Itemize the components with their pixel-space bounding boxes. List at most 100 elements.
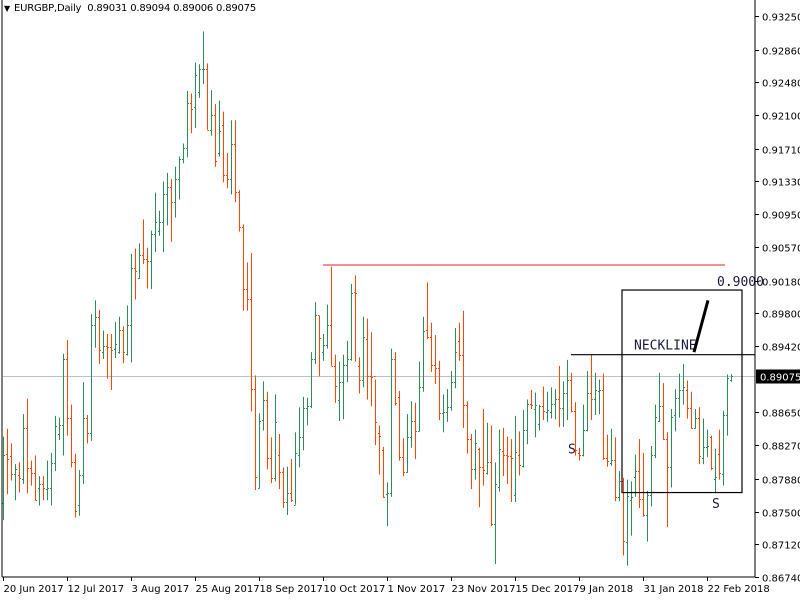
ohlc-bar [142, 219, 145, 265]
ohlc-bar [146, 247, 149, 289]
price-tick-label: 0.91330 [762, 178, 800, 189]
ohlc-bar [474, 429, 477, 480]
ohlc-bar [538, 404, 541, 431]
ohlc-bar [138, 243, 141, 279]
ohlc-bar [438, 360, 441, 421]
ohlc-bar [426, 282, 429, 340]
ohlc-bar [574, 402, 577, 456]
ohlc-bar [198, 64, 201, 98]
ohlc-bar [502, 427, 505, 477]
ohlc-bar [42, 476, 45, 501]
ohlc-bar [266, 391, 269, 470]
ohlc-bar [394, 352, 397, 406]
ohlc-bar [406, 414, 409, 473]
ohlc-bar [158, 210, 161, 236]
ohlc-bar [258, 413, 261, 489]
ohlc-bar [282, 467, 285, 509]
ohlc-bar [274, 394, 277, 482]
price-tick-label: 0.92480 [762, 79, 800, 90]
date-tick-label: 3 Aug 2017 [132, 584, 190, 595]
arrow-line [692, 299, 710, 353]
ohlc-bar [242, 224, 245, 311]
ohlc-bar [226, 153, 229, 189]
ohlc-bar [546, 391, 549, 422]
price-tick-label: 0.89420 [762, 343, 800, 354]
ohlc-bar [430, 322, 433, 372]
ohlc-bar [650, 446, 653, 507]
date-tick-label: 25 Aug 2017 [196, 584, 260, 595]
ohlc-bar [610, 428, 613, 466]
ohlc-bar [678, 373, 681, 418]
ohlc-bar [14, 464, 17, 501]
ohlc-bar [674, 389, 677, 432]
ohlc-bar [638, 439, 641, 509]
time-axis[interactable]: 20 Jun 2017 12 Jul 2017 3 Aug 2017 25 Aug 2… [3, 577, 770, 595]
ohlc-bar [634, 454, 637, 497]
ohlc-bar [66, 340, 69, 436]
ohlc-bar [682, 364, 685, 405]
ohlc-bar [302, 396, 305, 451]
ohlc-bar [662, 383, 665, 440]
ohlc-bar [22, 414, 25, 484]
ohlc-bar [98, 309, 101, 365]
ohlc-bar [594, 372, 597, 415]
price-tick-label: 0.89800 [762, 310, 800, 321]
ohlc-bar [362, 316, 365, 388]
ohlc-bar [10, 443, 13, 481]
ohlc-bar [34, 455, 37, 501]
ohlc-bar [126, 305, 129, 356]
ohlc-bar [518, 431, 521, 476]
ohlc-bar [702, 418, 705, 465]
ohlc-bar [130, 253, 133, 363]
ohlc-bar [166, 172, 169, 226]
current-price-box [756, 369, 800, 384]
ohlc-bar [250, 252, 253, 412]
date-tick-label: 23 Nov 2017 [452, 584, 516, 595]
ohlc-values: 0.89031 0.89094 0.89006 0.89075 [87, 3, 257, 14]
chart-header: ▼ EURGBP,Daily 0.89031 0.89094 0.89006 0.8… [4, 3, 256, 14]
ohlc-bar [354, 275, 357, 362]
ohlc-bar [446, 389, 449, 422]
ohlc-bar [694, 408, 697, 429]
ohlc-bar [338, 361, 341, 422]
ohlc-bar [654, 404, 657, 459]
ohlc-bar [686, 380, 689, 419]
ohlc-bar [478, 447, 481, 508]
ohlc-bar [566, 359, 569, 421]
date-tick-label: 20 Jun 2017 [4, 584, 64, 595]
ohlc-bar [510, 439, 513, 503]
ohlc-bar [326, 304, 329, 349]
ohlc-bar [506, 436, 509, 484]
ohlc-bar [714, 448, 717, 494]
ohlc-bar [570, 372, 573, 413]
ohlc-bar [18, 462, 21, 493]
price-tick-label: 0.87120 [762, 541, 800, 552]
ohlc-bar [534, 392, 537, 438]
ohlc-bar [234, 120, 237, 203]
ohlc-bar [74, 453, 77, 518]
ohlc-bar [486, 422, 489, 475]
triangle-down-icon[interactable]: ▼ [4, 4, 10, 13]
ohlc-bar [214, 103, 217, 167]
ohlc-bar [562, 381, 565, 428]
ohlc-bar [710, 435, 713, 471]
price-tick-label: 0.90950 [762, 211, 800, 222]
ohlc-bar [186, 90, 189, 158]
ohlc-bars [2, 31, 733, 566]
ohlc-bar [370, 332, 373, 407]
ohlc-bar [314, 302, 317, 365]
ohlc-bar [290, 458, 293, 503]
ohlc-bar [554, 389, 557, 420]
ohlc-bar [514, 415, 517, 503]
ohlc-bar [38, 476, 41, 506]
ohlc-bar [422, 316, 425, 392]
ohlc-bar [598, 379, 601, 415]
ohlc-bar [254, 375, 257, 490]
price-axis[interactable]: 0.93250 0.92860 0.92480 0.92100 0.91710 0.913… [755, 13, 800, 585]
ohlc-bar [586, 371, 589, 432]
ohlc-bar [730, 374, 733, 382]
ohlc-bar [386, 482, 389, 527]
date-tick-label: 18 Sep 2017 [260, 584, 323, 595]
target-box [621, 289, 743, 494]
